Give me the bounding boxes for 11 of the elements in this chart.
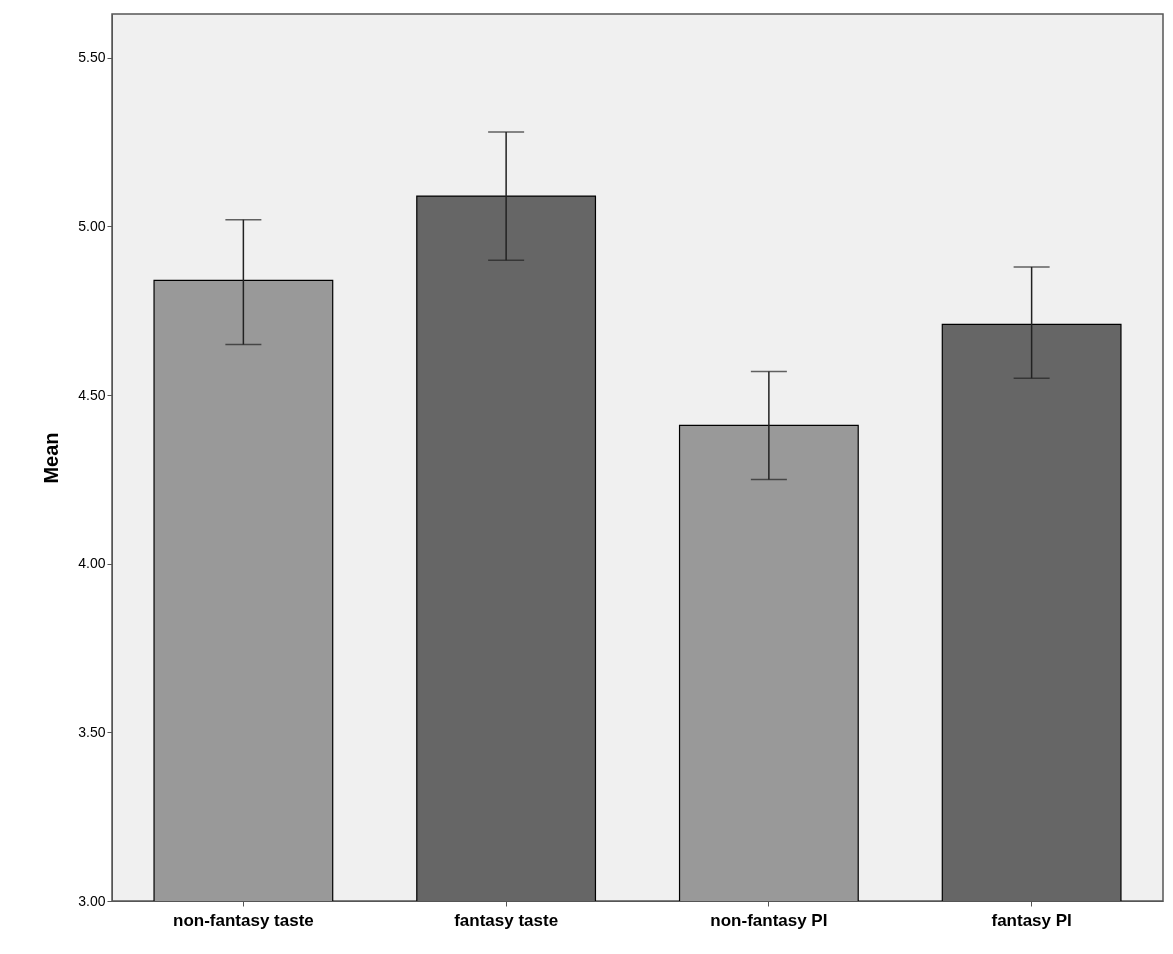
- x-tick-label: non-fantasy PI: [710, 910, 828, 930]
- y-tick-label: 5.00: [78, 217, 106, 234]
- y-tick-label: 5.50: [78, 49, 106, 66]
- y-tick-label: 3.00: [78, 892, 106, 909]
- x-tick-label: fantasy PI: [991, 910, 1072, 930]
- x-tick-label: fantasy taste: [454, 910, 559, 930]
- y-tick-label: 3.50: [78, 723, 106, 740]
- y-tick-label: 4.50: [78, 386, 106, 403]
- y-axis-title: Mean: [40, 432, 63, 484]
- y-tick-label: 4.00: [78, 555, 106, 572]
- x-tick-label: non-fantasy taste: [173, 910, 314, 930]
